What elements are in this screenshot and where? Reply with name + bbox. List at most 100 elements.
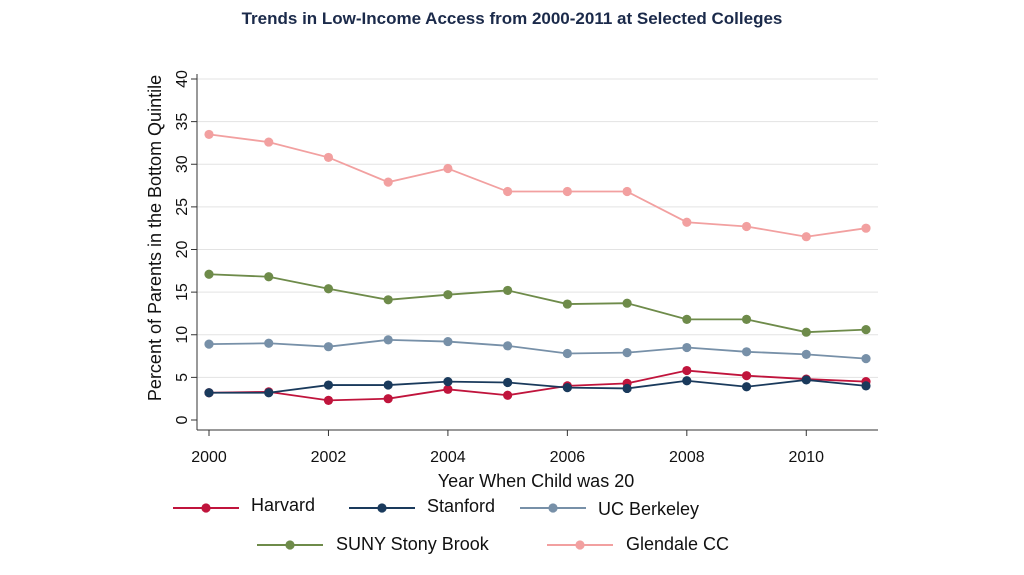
y-tick-label: 15: [174, 283, 191, 301]
data-point: [204, 269, 214, 279]
legend-item: Glendale CC: [547, 534, 729, 554]
data-point: [861, 381, 871, 391]
legend-item: Harvard: [173, 495, 315, 515]
data-point: [264, 137, 274, 147]
x-tick-label: 2004: [430, 449, 466, 466]
data-point: [443, 377, 453, 387]
series-line: [208, 273, 867, 334]
x-tick-label: 2008: [669, 449, 705, 466]
data-point: [323, 380, 334, 390]
legend-swatch-marker: [285, 540, 295, 550]
data-point: [503, 186, 513, 197]
legend-label: Harvard: [251, 495, 315, 515]
data-point: [204, 339, 214, 349]
data-point: [562, 348, 572, 359]
x-tick-label: 2000: [191, 449, 227, 466]
data-point: [443, 290, 453, 300]
data-point: [323, 284, 334, 294]
data-point: [682, 342, 692, 353]
data-point: [741, 382, 752, 392]
legend-item: Stanford: [349, 496, 495, 516]
data-point: [741, 371, 752, 381]
data-point: [562, 383, 572, 393]
data-point: [503, 285, 513, 296]
y-tick-label: 25: [174, 198, 191, 216]
series-line: [208, 338, 867, 360]
data-point: [562, 299, 572, 309]
series-line: [208, 369, 867, 402]
data-point: [503, 390, 513, 400]
series-stanford: [204, 375, 871, 398]
data-point: [443, 336, 453, 347]
data-point: [801, 327, 811, 337]
data-point: [323, 342, 334, 352]
x-tick-label: 2006: [550, 449, 586, 466]
legend-swatch-marker: [377, 503, 387, 513]
data-point: [741, 314, 752, 325]
y-tick-label: 10: [174, 326, 191, 344]
data-point: [443, 163, 453, 174]
legend-label: Stanford: [427, 496, 495, 516]
series-glendale-cc: [204, 129, 871, 242]
data-point: [383, 295, 393, 305]
data-point: [682, 365, 692, 376]
data-point: [264, 272, 274, 282]
data-point: [264, 338, 274, 348]
series-uc-berkeley: [204, 335, 871, 364]
legend-label: UC Berkeley: [598, 499, 699, 519]
data-point: [622, 383, 632, 394]
data-point: [861, 325, 871, 335]
y-tick-label: 30: [174, 155, 191, 173]
axes: 0 5 10 15 20 25 30 35 40 2000 2002 2004 2006 2008 2010: [174, 70, 878, 466]
data-point: [264, 388, 274, 398]
legend-label: SUNY Stony Brook: [336, 534, 490, 554]
legend: Harvard Stanford UC Berkeley SUNY Stony Bro…: [173, 495, 729, 554]
data-point: [323, 395, 334, 405]
data-point: [562, 186, 572, 197]
y-tick-label: 5: [174, 373, 191, 382]
data-point: [383, 335, 393, 345]
data-point: [622, 348, 632, 358]
data-point: [861, 223, 871, 233]
data-point: [383, 177, 393, 187]
series-line: [209, 379, 867, 394]
data-point: [204, 129, 214, 140]
series-suny-stony-brook: [204, 269, 871, 337]
x-tick-label: 2010: [788, 449, 824, 466]
y-tick-label: 35: [174, 113, 191, 131]
legend-item: SUNY Stony Brook: [257, 534, 490, 554]
data-point: [741, 347, 752, 357]
legend-swatch-marker: [575, 540, 585, 550]
series-line: [208, 133, 867, 238]
gridlines: [197, 78, 878, 378]
data-point: [503, 341, 513, 351]
data-point: [622, 298, 632, 308]
chart-title: Trends in Low-Income Access from 2000-20…: [242, 9, 783, 28]
x-axis-label: Year When Child was 20: [438, 471, 634, 491]
legend-label: Glendale CC: [626, 534, 729, 554]
data-point: [741, 221, 752, 232]
data-point: [383, 380, 393, 390]
y-axis-label: Percent of Parents in the Bottom Quintil…: [145, 75, 165, 401]
data-point: [383, 394, 393, 404]
legend-item: UC Berkeley: [520, 499, 699, 519]
x-tick-label: 2002: [311, 449, 347, 466]
y-tick-label: 0: [174, 415, 191, 424]
data-point: [682, 376, 692, 386]
legend-swatch-marker: [548, 503, 558, 513]
data-point: [682, 314, 692, 325]
data-point: [204, 388, 214, 398]
data-point: [801, 375, 811, 385]
data-point: [801, 232, 811, 242]
data-point: [503, 377, 513, 388]
data-point: [622, 186, 632, 197]
data-point: [682, 217, 692, 227]
data-point: [323, 152, 334, 163]
data-point: [443, 384, 453, 394]
y-tick-label: 20: [174, 241, 191, 259]
data-point: [861, 354, 871, 364]
series-layer: [204, 129, 871, 405]
y-tick-label: 40: [174, 70, 191, 88]
legend-swatch-marker: [201, 503, 211, 513]
